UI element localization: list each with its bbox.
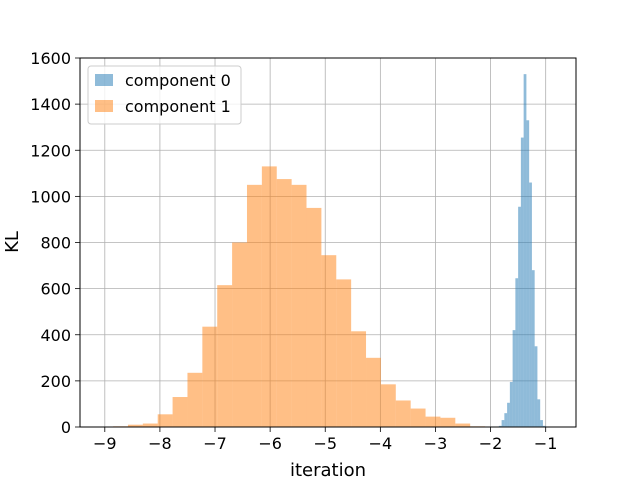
x-tick-label: −4 <box>369 434 393 453</box>
x-tick-label: −8 <box>148 434 172 453</box>
legend: component 0 component 1 <box>87 65 242 125</box>
y-axis-ticks: 0 200 400 600 800 1000 1200 1400 1600 <box>30 49 80 437</box>
histogram-bar <box>351 331 367 427</box>
x-tick-label: −5 <box>313 434 337 453</box>
y-tick-label: 400 <box>40 326 71 345</box>
histogram-bars <box>113 74 546 428</box>
series-component-1 <box>113 166 486 428</box>
y-tick-label: 1600 <box>30 49 71 68</box>
histogram-bar <box>509 382 513 427</box>
histogram-bar <box>440 417 456 427</box>
histogram-bar <box>172 397 188 427</box>
legend-label-component-1: component 1 <box>125 97 231 116</box>
histogram-bar <box>127 424 143 427</box>
histogram-bar <box>501 420 505 427</box>
histogram-bar <box>261 166 277 428</box>
histogram-bar <box>520 137 524 428</box>
legend-swatch-component-0 <box>95 74 113 86</box>
y-tick-label: 1000 <box>30 187 71 206</box>
histogram-bar <box>410 408 426 427</box>
y-tick-label: 1400 <box>30 95 71 114</box>
histogram-bar <box>276 179 292 427</box>
histogram-bar <box>232 242 247 427</box>
series-component-0 <box>496 74 546 428</box>
histogram-bar <box>217 285 233 427</box>
histogram-bar <box>425 416 441 427</box>
x-tick-label: −6 <box>258 434 282 453</box>
y-tick-label: 0 <box>61 418 71 437</box>
x-tick-label: −3 <box>424 434 448 453</box>
x-tick-label: −1 <box>534 434 558 453</box>
y-tick-label: 1200 <box>30 141 71 160</box>
histogram-bar <box>523 74 527 428</box>
histogram-bar <box>187 372 203 427</box>
histogram-bar <box>526 120 530 428</box>
histogram-bar <box>534 346 538 427</box>
y-tick-label: 200 <box>40 372 71 391</box>
y-tick-label: 600 <box>40 280 71 299</box>
histogram-bar <box>366 357 381 427</box>
histogram-bar <box>291 184 307 427</box>
histogram-bar <box>531 270 535 427</box>
histogram-bar <box>246 184 262 427</box>
histogram-bar <box>542 425 546 427</box>
histogram-bar <box>512 330 516 427</box>
histogram-bar <box>142 423 158 427</box>
y-tick-label: 800 <box>40 234 71 253</box>
histogram-bar <box>537 399 541 427</box>
x-tick-label: −7 <box>203 434 227 453</box>
histogram-bar <box>515 278 519 427</box>
histogram-bar <box>518 206 521 427</box>
histogram-bar <box>380 384 396 427</box>
histogram-bar <box>321 255 337 427</box>
y-axis-label: KL <box>2 231 23 253</box>
x-tick-label: −9 <box>93 434 117 453</box>
x-tick-label: −2 <box>479 434 503 453</box>
histogram-bar <box>336 279 352 427</box>
histogram-bar <box>306 207 322 427</box>
histogram-bar <box>507 402 510 427</box>
histogram-bar <box>504 413 508 427</box>
x-axis-label: iteration <box>290 460 366 480</box>
histogram-bar <box>202 326 218 427</box>
x-axis-ticks: −9 −8 −7 −6 −5 −4 −3 −2 −1 <box>93 427 557 453</box>
histogram-bar <box>157 414 173 427</box>
legend-box <box>87 65 242 125</box>
histogram-bar <box>540 420 543 427</box>
legend-swatch-component-1 <box>95 100 113 112</box>
legend-label-component-0: component 0 <box>125 71 231 90</box>
histogram-bar <box>529 182 532 427</box>
histogram-bar <box>455 423 471 427</box>
histogram-bar <box>395 400 411 427</box>
histogram-bar <box>498 425 502 427</box>
